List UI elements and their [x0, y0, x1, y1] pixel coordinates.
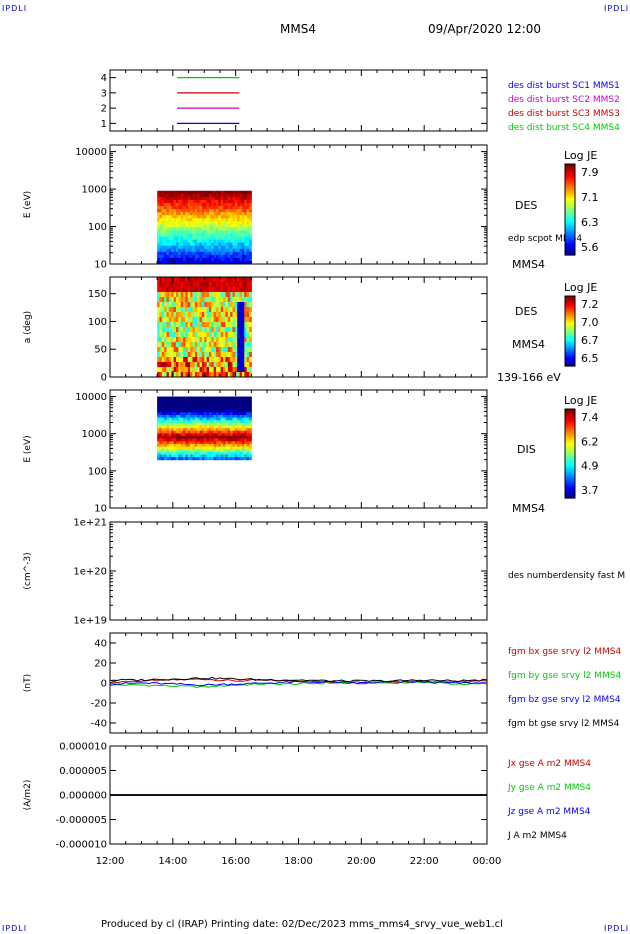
des-pitch-colorbar-title: Log JE: [564, 281, 597, 294]
current-density-legend: Jx gse A m2 MMS4: [507, 759, 591, 769]
corner-tl-label: IPDLI: [2, 4, 28, 13]
des-pitch-colorbar-tick: 6.5: [581, 352, 599, 365]
des-energy-colorbar-tick: 5.6: [581, 241, 599, 254]
dis-energy-ylabel: E (eV): [23, 435, 33, 462]
time-axis-label: 00:00: [473, 856, 502, 867]
dis-energy-colorbar-tick: 7.4: [581, 411, 599, 424]
density-ytick-label: 1e+21: [73, 518, 107, 529]
magnetic-field-ytick-label: 40: [94, 639, 107, 650]
time-axis-label: 18:00: [284, 856, 313, 867]
des-pitch-spectrogram: [157, 277, 252, 378]
dis-energy-colorbar: [565, 409, 575, 499]
des-pitch-colorbar: [565, 296, 575, 367]
des-energy-ylabel: E (eV): [23, 191, 33, 218]
magnetic-field-ytick-label: -40: [91, 719, 107, 730]
current-density-ytick-label: 0.000000: [59, 791, 107, 802]
current-density-legend: Jy gse A m2 MMS4: [507, 783, 591, 793]
availability-ytick-label: 1: [101, 119, 107, 130]
des-energy-ytick-label: 1000: [82, 185, 107, 196]
des-pitch-ytick-label: 50: [94, 345, 107, 356]
current-density-ylabel: (A/m2): [23, 780, 33, 811]
current-density-legend: J A m2 MMS4: [507, 831, 567, 841]
des-pitch-colorbar-tick: 7.0: [581, 316, 599, 329]
availability-legend: des dist burst SC2 MMS2: [508, 95, 620, 105]
des-pitch-ytick-label: 150: [88, 289, 107, 300]
dis-energy-colorbar-tick: 4.9: [581, 460, 599, 473]
magnetic-field-legend: fgm bt gse srvy l2 MMS4: [508, 719, 620, 729]
des-energy-sc-label: MMS4: [512, 258, 545, 271]
magnetic-field-series-line: [109, 676, 488, 683]
corner-bl-label: IPDLI: [2, 924, 28, 933]
time-axis-label: 12:00: [96, 856, 125, 867]
spacecraft-title: MMS4: [280, 22, 316, 36]
magnetic-field-legend: fgm bz gse srvy l2 MMS4: [508, 695, 621, 705]
des-pitch-ylabel: a (deg): [23, 311, 33, 343]
dis-energy-colorbar-tick: 3.7: [581, 484, 599, 497]
des-pitch-ytick-label: 100: [88, 317, 107, 328]
magnetic-field-ylabel: (nT): [23, 674, 33, 692]
current-density-ytick-label: -0.000010: [56, 840, 107, 851]
datetime-title: 09/Apr/2020 12:00: [428, 22, 542, 36]
dis-energy-ytick-label: 10: [94, 504, 107, 515]
des-energy-colorbar-frame: [564, 163, 576, 256]
dis-energy-spectrogram: [157, 396, 252, 461]
des-energy-ytick-label: 10: [94, 260, 107, 271]
des-energy-spectrogram: [157, 190, 252, 265]
magnetic-field-legend: fgm by gse srvy l2 MMS4: [508, 671, 621, 681]
availability-legend: des dist burst SC3 MMS3: [508, 109, 620, 119]
des-pitch-sc-label: MMS4: [512, 338, 545, 351]
density-legend: des numberdensity fast M: [508, 571, 625, 581]
current-density-ytick-label: -0.000005: [56, 815, 107, 826]
availability-legend: des dist burst SC1 MMS1: [508, 81, 620, 91]
des-pitch-energy-band: 139-166 eV: [497, 371, 561, 384]
footer-credit: Produced by cl (IRAP) Printing date: 02/…: [101, 919, 503, 930]
availability-legend: des dist burst SC4 MMS4: [508, 123, 620, 133]
density-ytick-label: 1e+20: [73, 567, 107, 578]
dis-energy-colorbar-tick: 6.2: [581, 435, 599, 448]
time-axis-label: 16:00: [221, 856, 250, 867]
des-pitch-colorbar-tick: 7.2: [581, 298, 599, 311]
dis-energy-ytick-label: 1000: [82, 429, 107, 440]
des-pitch-ytick-label: 0: [101, 373, 107, 384]
dis-energy-colorbar-frame: [564, 408, 576, 499]
magnetic-field-legend: fgm bx gse srvy l2 MMS4: [508, 647, 621, 657]
des-energy-ytick-label: 10000: [75, 147, 107, 158]
des-energy-side-label: DES: [515, 199, 537, 212]
des-energy-colorbar: [565, 164, 575, 256]
density-ytick-label: 1e+19: [73, 616, 107, 627]
time-axis-label: 20:00: [347, 856, 376, 867]
current-density-legend: Jz gse A m2 MMS4: [507, 807, 591, 817]
dis-energy-side-label: DIS: [517, 443, 536, 456]
des-energy-colorbar-tick: 7.9: [581, 166, 599, 179]
dis-energy-ytick-label: 100: [88, 466, 107, 477]
des-energy-colorbar-tick: 6.3: [581, 216, 599, 229]
density-frame: [109, 521, 488, 621]
des-pitch-colorbar-frame: [564, 295, 576, 367]
availability-ytick-label: 2: [101, 104, 107, 115]
des-energy-extra-label: edp scpot MMS4: [508, 234, 582, 244]
des-energy-ytick-label: 100: [88, 222, 107, 233]
time-axis-label: 14:00: [158, 856, 187, 867]
des-pitch-colorbar-tick: 6.7: [581, 334, 599, 347]
corner-br-label: IPDLI: [604, 924, 630, 933]
current-density-ytick-label: 0.000010: [59, 742, 107, 753]
availability-frame: [109, 69, 488, 132]
dis-energy-ytick-label: 10000: [75, 392, 107, 403]
des-energy-colorbar-tick: 7.1: [581, 191, 599, 204]
time-axis-label: 22:00: [410, 856, 439, 867]
magnetic-field-ytick-label: -20: [91, 699, 107, 710]
density-ylabel: (cm^-3): [23, 552, 33, 589]
current-density-ytick-label: 0.000005: [59, 766, 107, 777]
magnetic-field-ytick-label: 0: [101, 679, 107, 690]
availability-ytick-label: 3: [101, 88, 107, 99]
des-pitch-side-label: DES: [515, 305, 537, 318]
des-energy-colorbar-title: Log JE: [564, 149, 597, 162]
magnetic-field-ytick-label: 20: [94, 659, 107, 670]
magnetic-field-series-line: [109, 680, 488, 687]
dis-energy-colorbar-title: Log JE: [564, 394, 597, 407]
corner-tr-label: IPDLI: [604, 4, 630, 13]
dis-energy-sc-label: MMS4: [512, 502, 545, 515]
availability-ytick-label: 4: [101, 73, 107, 84]
